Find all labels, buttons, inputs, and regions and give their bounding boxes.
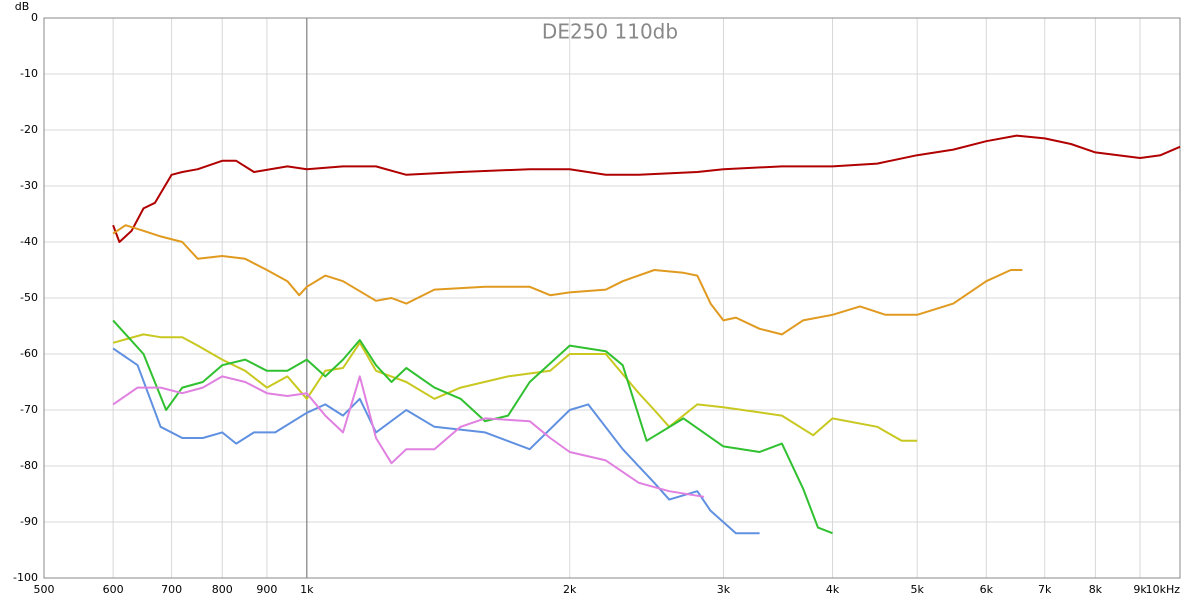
y-tick-label: -10	[20, 67, 38, 80]
x-tick-label: 9k	[1133, 583, 1147, 596]
y-tick-label: -80	[20, 459, 38, 472]
plot-frame	[43, 17, 1181, 579]
y-tick-label: -20	[20, 123, 38, 136]
series-line	[112, 224, 1023, 336]
series-line	[112, 134, 1181, 243]
series-line	[112, 347, 760, 535]
y-tick-label: -70	[20, 403, 38, 416]
x-tick-label: 800	[212, 583, 233, 596]
x-tick-label: 700	[161, 583, 182, 596]
y-axis-label: dB	[15, 0, 30, 13]
x-tick-label: 500	[34, 583, 55, 596]
x-tick-label: 1k	[300, 583, 314, 596]
x-tick-label: 5k	[910, 583, 924, 596]
chart-title: DE250 110db	[542, 20, 678, 44]
x-tick-label: 8k	[1089, 583, 1103, 596]
x-tick-label: 6k	[980, 583, 994, 596]
y-tick-label: -90	[20, 515, 38, 528]
y-tick-label: -60	[20, 347, 38, 360]
x-tick-label: 7k	[1038, 583, 1052, 596]
x-tick-label: 2k	[563, 583, 577, 596]
y-tick-label: -100	[13, 571, 38, 584]
y-tick-label: -50	[20, 291, 38, 304]
x-tick-label: 3k	[717, 583, 731, 596]
y-tick-label: 0	[31, 11, 38, 24]
x-tick-label: 900	[256, 583, 277, 596]
x-tick-label: 600	[103, 583, 124, 596]
series-line	[112, 319, 833, 535]
y-tick-label: -40	[20, 235, 38, 248]
x-tick-label: 10kHz	[1146, 583, 1181, 596]
x-tick-label: 4k	[826, 583, 840, 596]
y-tick-label: -30	[20, 179, 38, 192]
series-line	[112, 375, 705, 498]
